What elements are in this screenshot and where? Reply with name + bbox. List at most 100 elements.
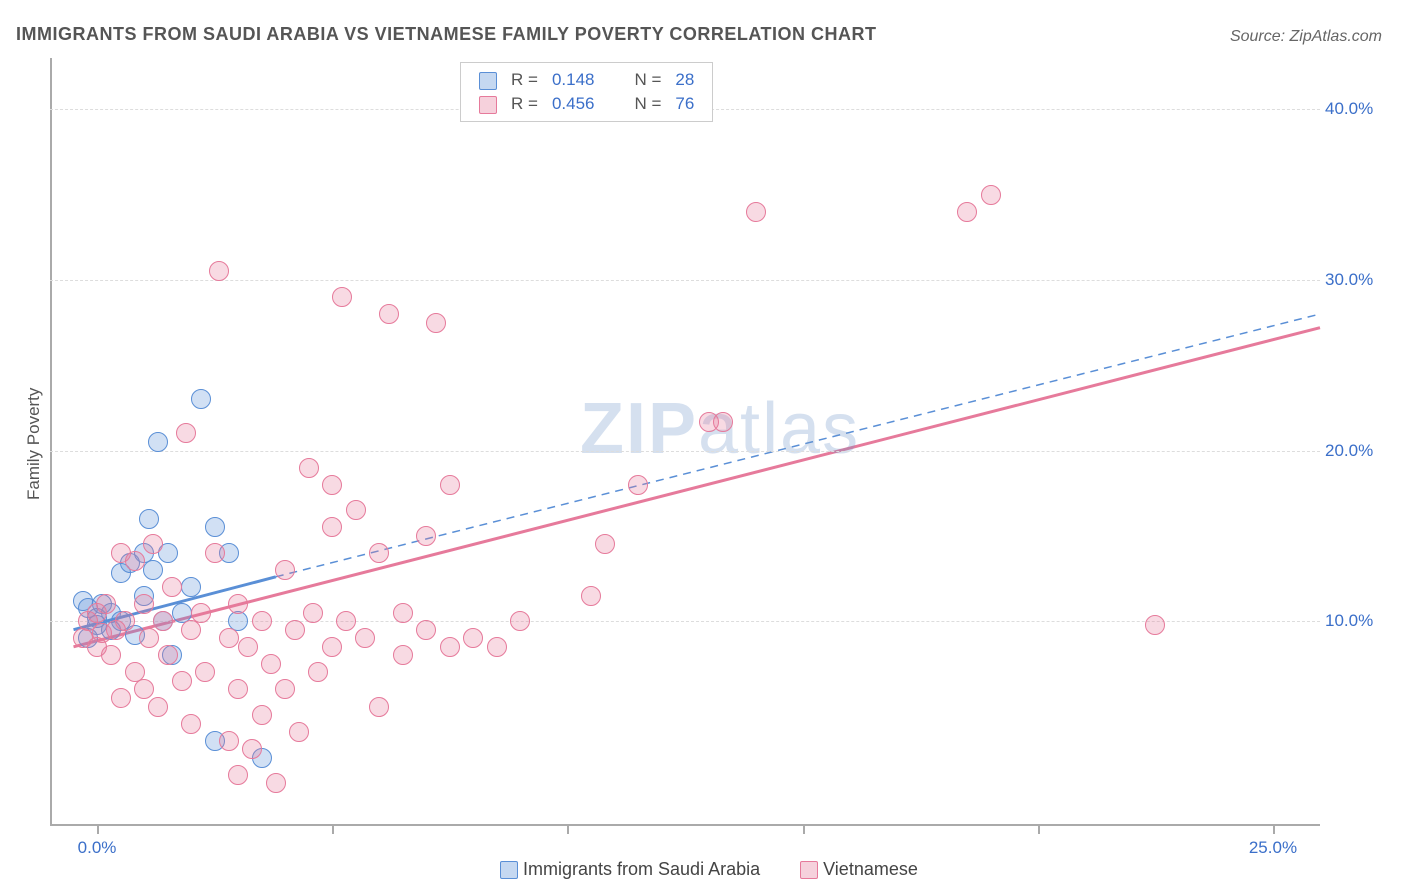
legend-swatch: [479, 96, 497, 114]
data-point: [143, 560, 163, 580]
legend-N-label: N =: [628, 69, 667, 91]
data-point: [308, 662, 328, 682]
y-axis-label: Family Poverty: [24, 388, 44, 500]
source-label: Source: ZipAtlas.com: [1230, 28, 1382, 46]
data-point: [628, 475, 648, 495]
x-tick: [803, 826, 805, 834]
y-tick-label: 30.0%: [1325, 270, 1380, 290]
data-point: [322, 517, 342, 537]
legend-N-label: N =: [628, 93, 667, 115]
data-point: [148, 697, 168, 717]
legend-label: Vietnamese: [823, 859, 918, 879]
x-tick: [332, 826, 334, 834]
legend-R-label: R =: [505, 93, 544, 115]
data-point: [228, 679, 248, 699]
gridline: [50, 280, 1320, 281]
legend-stat-row: R =0.148 N =28: [473, 69, 700, 91]
data-point: [101, 645, 121, 665]
data-point: [379, 304, 399, 324]
data-point: [181, 577, 201, 597]
data-point: [205, 543, 225, 563]
data-point: [440, 475, 460, 495]
data-point: [162, 577, 182, 597]
legend-item: Vietnamese: [800, 859, 918, 880]
data-point: [595, 534, 615, 554]
data-point: [252, 611, 272, 631]
data-point: [228, 765, 248, 785]
data-point: [416, 620, 436, 640]
data-point: [355, 628, 375, 648]
data-point: [176, 423, 196, 443]
data-point: [322, 637, 342, 657]
y-tick-label: 20.0%: [1325, 441, 1380, 461]
data-point: [510, 611, 530, 631]
x-tick-label: 0.0%: [78, 838, 117, 858]
data-point: [115, 611, 135, 631]
data-point: [134, 594, 154, 614]
x-tick: [97, 826, 99, 834]
data-point: [416, 526, 436, 546]
data-point: [139, 628, 159, 648]
data-point: [463, 628, 483, 648]
data-point: [172, 671, 192, 691]
data-point: [322, 475, 342, 495]
data-point: [393, 603, 413, 623]
legend-R-value: 0.148: [546, 69, 601, 91]
data-point: [346, 500, 366, 520]
data-point: [299, 458, 319, 478]
data-point: [581, 586, 601, 606]
data-point: [209, 261, 229, 281]
data-point: [143, 534, 163, 554]
data-point: [191, 389, 211, 409]
legend-item: Immigrants from Saudi Arabia: [500, 859, 760, 880]
data-point: [238, 637, 258, 657]
data-point: [125, 551, 145, 571]
data-point: [148, 432, 168, 452]
data-point: [181, 620, 201, 640]
y-tick-label: 40.0%: [1325, 99, 1380, 119]
data-point: [266, 773, 286, 793]
legend-swatch: [800, 861, 818, 879]
data-point: [369, 697, 389, 717]
legend-N-value: 76: [669, 93, 700, 115]
data-point: [111, 688, 131, 708]
data-point: [191, 603, 211, 623]
x-tick: [1038, 826, 1040, 834]
data-point: [252, 705, 272, 725]
legend-label: Immigrants from Saudi Arabia: [523, 859, 760, 879]
trend-lines: [50, 58, 1320, 826]
data-point: [336, 611, 356, 631]
data-point: [981, 185, 1001, 205]
legend-R-label: R =: [505, 69, 544, 91]
data-point: [219, 731, 239, 751]
gridline: [50, 451, 1320, 452]
legend-N-value: 28: [669, 69, 700, 91]
data-point: [242, 739, 262, 759]
legend-swatch: [500, 861, 518, 879]
data-point: [219, 628, 239, 648]
data-point: [487, 637, 507, 657]
data-point: [289, 722, 309, 742]
data-point: [1145, 615, 1165, 635]
x-tick: [1273, 826, 1275, 834]
chart-title: IMMIGRANTS FROM SAUDI ARABIA VS VIETNAME…: [16, 24, 877, 45]
x-tick: [567, 826, 569, 834]
data-point: [153, 611, 173, 631]
data-point: [746, 202, 766, 222]
legend-stat-row: R =0.456N =76: [473, 93, 700, 115]
data-point: [957, 202, 977, 222]
data-point: [303, 603, 323, 623]
data-point: [181, 714, 201, 734]
legend-series: Immigrants from Saudi Arabia Vietnamese: [500, 859, 958, 880]
data-point: [134, 679, 154, 699]
plot-area: ZIPatlas 10.0%20.0%30.0%40.0%0.0%25.0%: [50, 58, 1320, 826]
data-point: [393, 645, 413, 665]
legend-stats: R =0.148 N =28R =0.456N =76: [460, 62, 713, 122]
legend-swatch: [479, 72, 497, 90]
data-point: [275, 560, 295, 580]
data-point: [96, 594, 116, 614]
data-point: [332, 287, 352, 307]
trend-line: [74, 328, 1320, 647]
data-point: [228, 594, 248, 614]
data-point: [285, 620, 305, 640]
